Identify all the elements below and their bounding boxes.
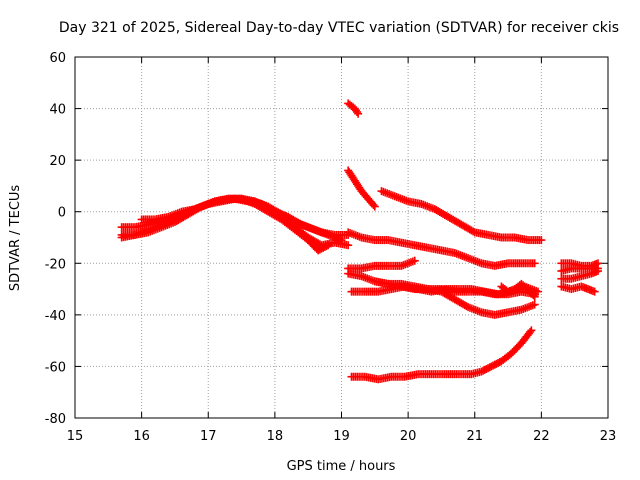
series-arc-5 [344,99,363,118]
data-point [534,287,543,296]
data-point [537,236,546,245]
data-point [526,327,535,336]
data-point [370,202,379,211]
data-point [344,241,353,250]
y-tick-label: 40 [49,103,66,118]
data-point [337,236,346,245]
series-arc-9 [344,256,419,273]
data-point [469,227,478,236]
data-point [530,259,539,268]
chart-title: Day 321 of 2025, Sidereal Day-to-day VTE… [59,20,619,36]
series-arc-12 [370,277,539,319]
y-axis-label: SDTVAR / TECUs [8,185,23,292]
data-point [353,108,362,117]
data-points [117,99,603,384]
x-tick-label: 15 [67,429,84,444]
y-tick-label: -80 [45,412,66,427]
y-tick-label: -40 [45,309,66,324]
series-arc-13 [497,279,539,301]
x-tick-label: 16 [133,429,150,444]
series-arc-14 [347,326,536,384]
x-tick-label: 19 [333,429,350,444]
y-tick-label: 60 [49,51,66,66]
x-tick-label: 20 [400,429,417,444]
y-tick-label: -60 [45,360,66,375]
x-tick-label: 18 [267,429,284,444]
data-point [369,201,378,210]
x-axis-label: GPS time / hours [287,459,396,474]
x-axis-ticks: 15 16 17 18 19 20 21 22 23 [67,57,617,444]
series-arc-4 [137,194,346,245]
plot-frame [74,56,609,419]
y-tick-label: -20 [45,257,66,272]
series-arc-6 [344,166,379,211]
series-arc-7 [377,187,546,245]
data-point [529,291,538,300]
series-arc-18 [557,282,599,296]
x-tick-label: 23 [600,429,617,444]
series-arc-8 [344,228,539,270]
data-point [410,256,419,265]
x-tick-label: 21 [466,429,483,444]
x-tick-label: 17 [200,429,217,444]
y-axis-ticks: -80 -60 -40 -20 0 20 40 60 [45,51,608,427]
data-point [527,326,536,335]
data-point [322,242,331,251]
series-arc-17 [557,267,603,283]
data-point [530,300,539,309]
data-point [462,302,471,311]
data-point [354,109,363,118]
data-point [594,267,603,276]
data-point [324,241,333,250]
y-tick-label: 0 [58,206,66,221]
data-point [530,292,539,301]
data-point [269,206,278,215]
y-tick-label: 20 [49,154,66,169]
data-point [590,287,599,296]
data-point [295,219,304,228]
x-tick-label: 22 [533,429,550,444]
